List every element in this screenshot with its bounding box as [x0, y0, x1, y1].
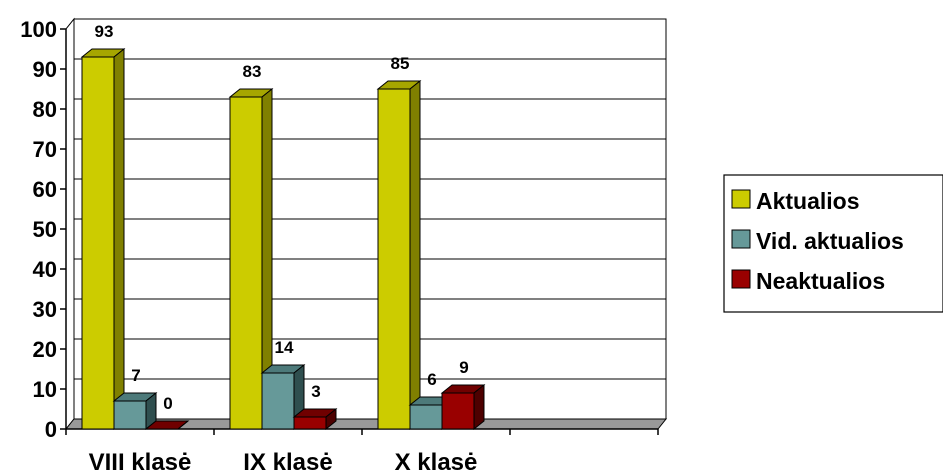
legend-box	[723, 174, 943, 313]
legend-label: Neaktualios	[756, 268, 885, 294]
bar-front	[409, 404, 443, 430]
bar-side	[473, 383, 485, 431]
y-tick-label: 40	[33, 257, 57, 282]
data-label: 0	[163, 394, 172, 413]
legend-swatch	[731, 229, 751, 249]
plot-side-wall	[65, 17, 75, 431]
data-label: 85	[391, 54, 410, 73]
bar-side	[177, 420, 189, 430]
data-label: 93	[95, 22, 114, 41]
bar-front	[113, 400, 147, 430]
x-tick-label: X klasė	[395, 449, 478, 474]
y-tick-label: 90	[33, 57, 57, 82]
y-tick-label: 70	[33, 137, 57, 162]
legend-label: Vid. aktualios	[756, 228, 904, 254]
data-labels: 93 7 0 83 14 3 85 6 9	[95, 22, 469, 413]
x-tick-label: VIII klasė	[89, 449, 192, 474]
data-label: 3	[311, 382, 320, 401]
bar-front	[441, 392, 475, 430]
bar-front	[293, 416, 327, 430]
y-tick-label: 10	[33, 377, 57, 402]
bar-front	[81, 56, 115, 430]
y-tick-label: 50	[33, 217, 57, 242]
data-label: 83	[243, 62, 262, 81]
legend: Aktualios Vid. aktualios Neaktualios	[723, 174, 943, 313]
bar-side	[113, 47, 125, 431]
bars	[80, 47, 486, 431]
data-label: 9	[459, 358, 468, 377]
bar-side	[325, 407, 337, 431]
bar-side	[409, 79, 421, 431]
y-tick-label: 80	[33, 97, 57, 122]
y-tick-label: 100	[20, 17, 57, 42]
y-tick-label: 60	[33, 177, 57, 202]
data-label: 7	[131, 366, 140, 385]
gridlines	[65, 17, 667, 431]
bar-front	[377, 88, 411, 430]
legend-swatch	[731, 269, 751, 289]
bar-front	[261, 372, 295, 430]
bar-front	[229, 96, 263, 430]
legend-swatch	[731, 189, 751, 209]
x-tick-label: IX klasė	[243, 449, 332, 474]
data-label: 14	[275, 338, 294, 357]
y-tick-label: 30	[33, 297, 57, 322]
y-tick-label: 0	[45, 417, 57, 442]
data-label: 6	[427, 370, 436, 389]
y-tick-label: 20	[33, 337, 57, 362]
legend-label: Aktualios	[756, 188, 860, 214]
